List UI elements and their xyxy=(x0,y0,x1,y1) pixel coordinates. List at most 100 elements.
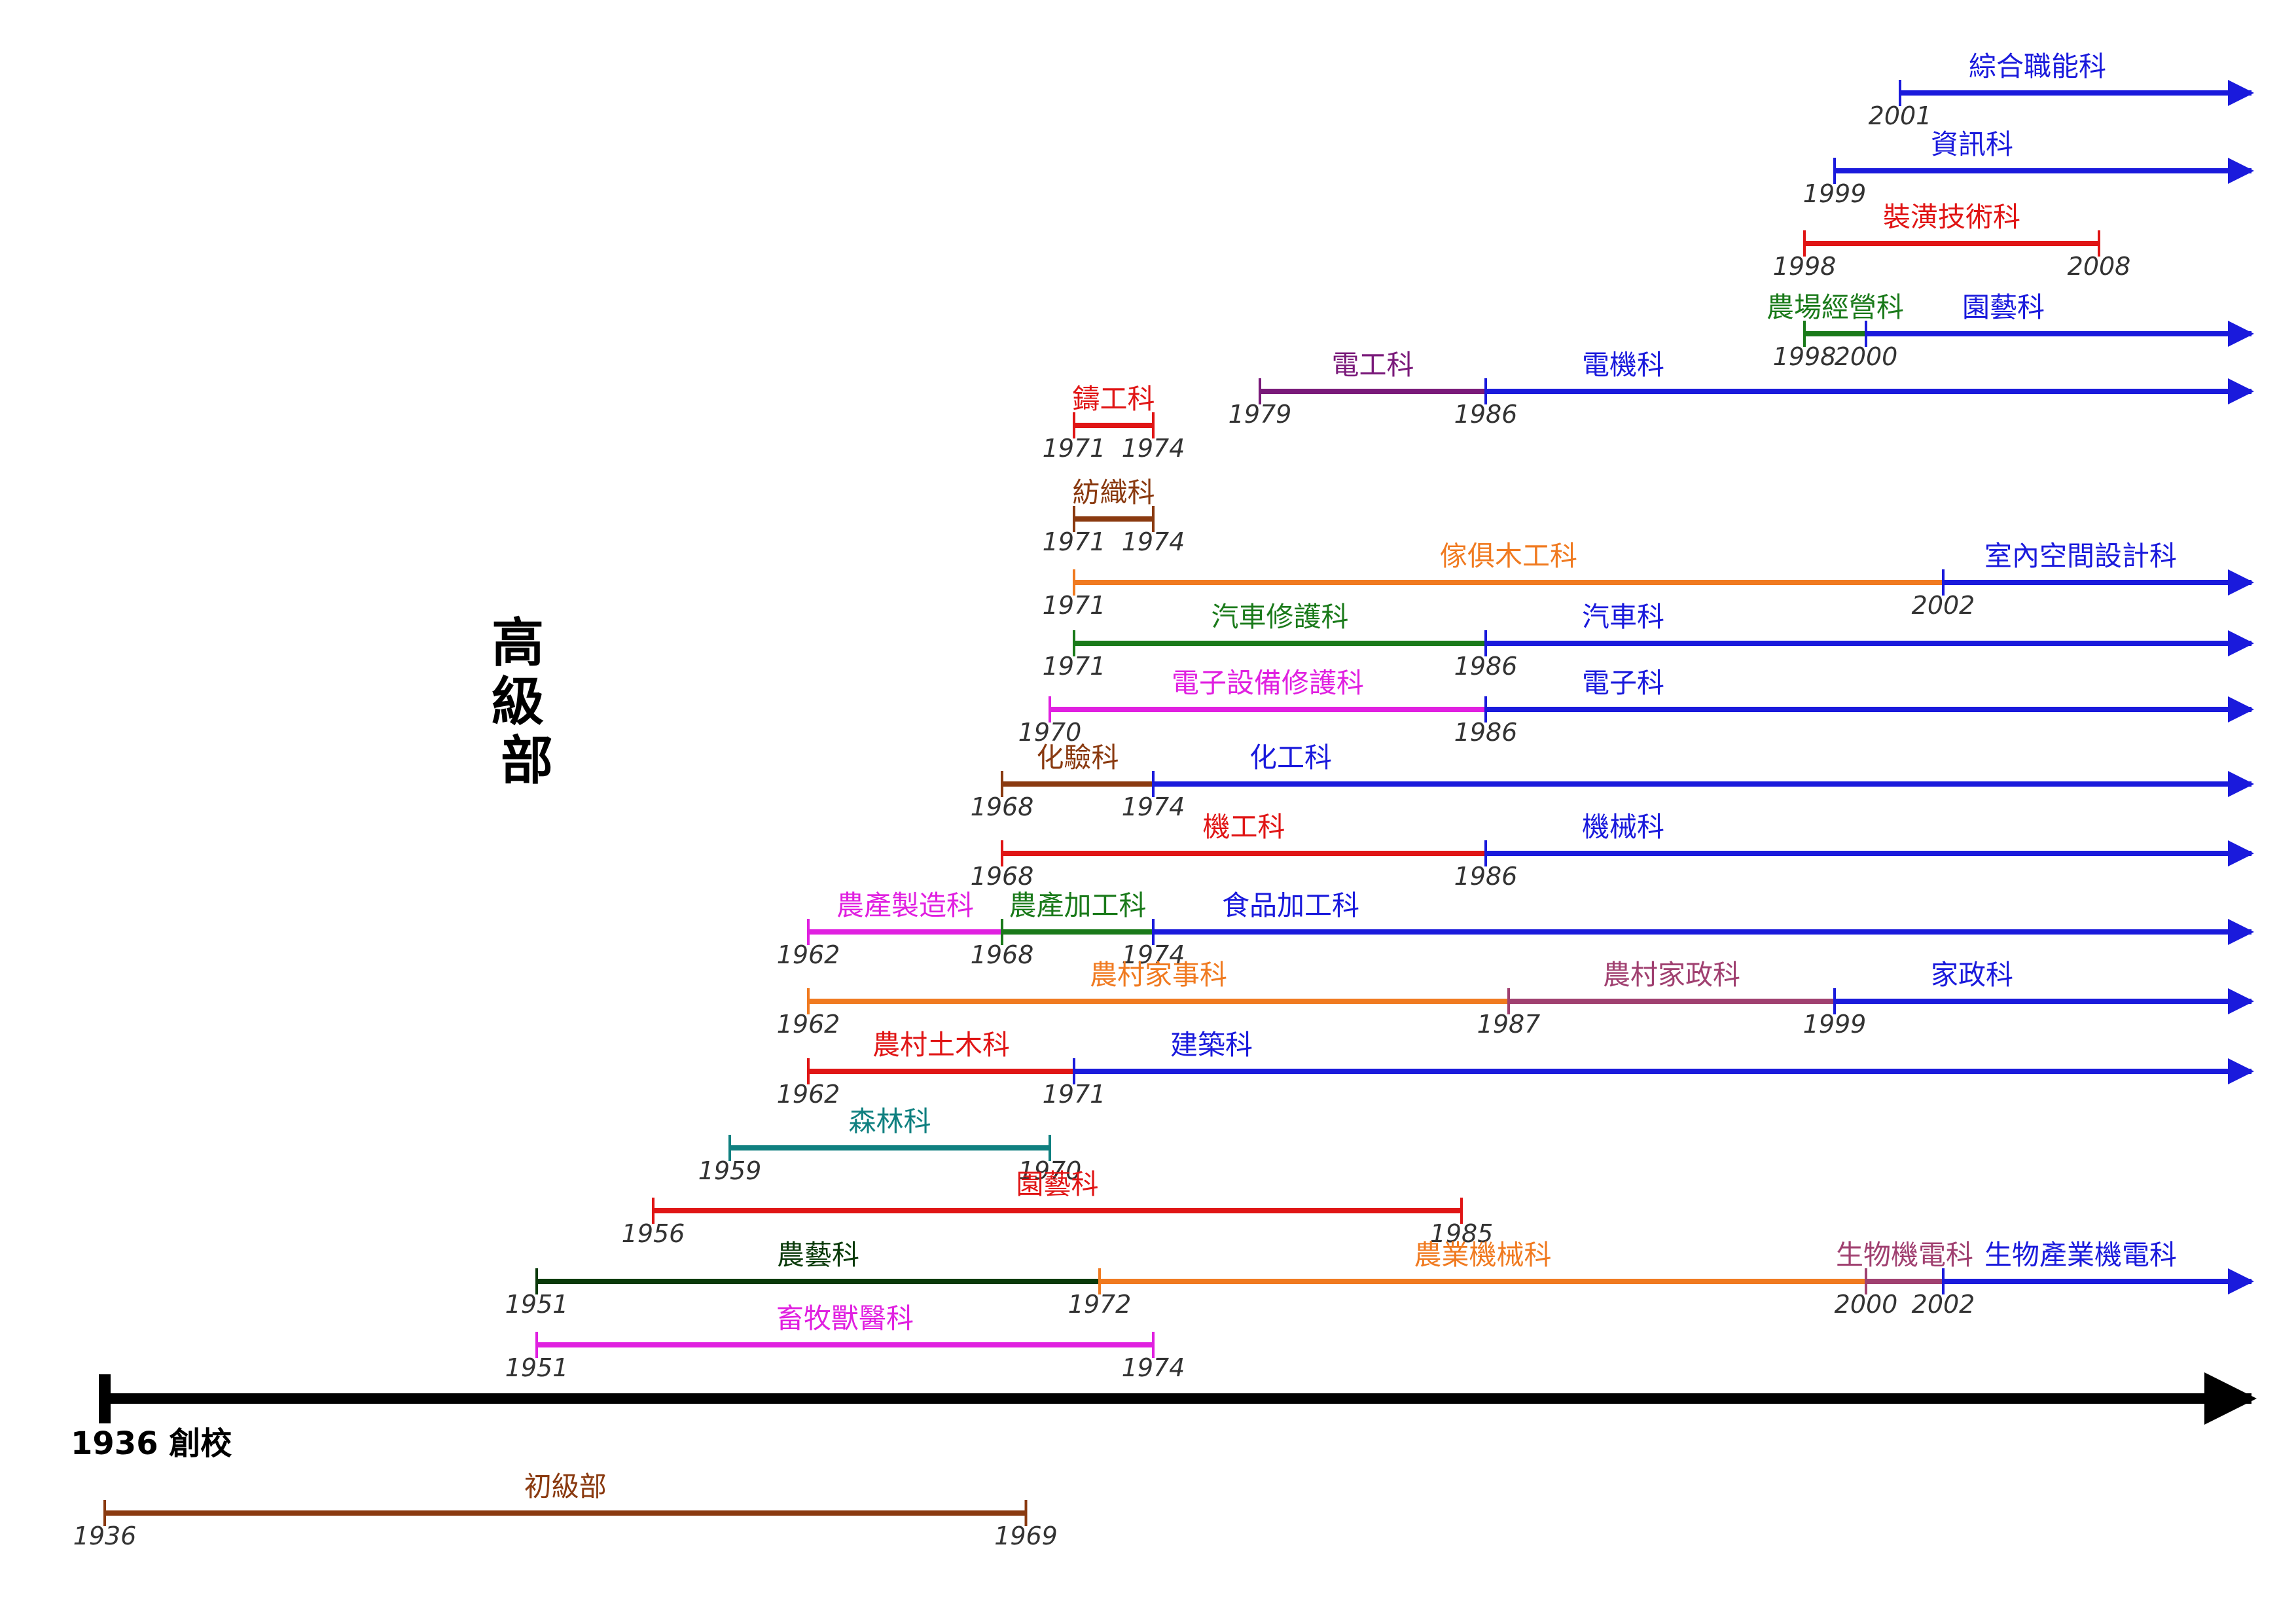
year-label: 1971 xyxy=(1043,434,1106,463)
department-label: 化驗科 xyxy=(1036,741,1119,774)
department-row: 畜牧獸醫科 1951 1974 xyxy=(505,1302,1185,1382)
department-row: 農村土木科 1962 1971 建築科 xyxy=(777,1029,2254,1109)
department-row: 森林科 1959 1970 xyxy=(698,1105,1082,1185)
department-row: 紡織科 1971 1974 xyxy=(1043,476,1185,556)
year-label: 1962 xyxy=(777,1080,840,1109)
department-label: 室內空間設計科 xyxy=(1984,540,2177,572)
year-label: 2000 xyxy=(1835,1290,1898,1319)
year-label: 1951 xyxy=(505,1353,569,1382)
year-label: 1971 xyxy=(1043,1080,1106,1109)
department-label: 農村土木科 xyxy=(872,1029,1010,1061)
department-row: 電工科 1979 1986 電機科 xyxy=(1229,349,2254,429)
department-label: 農產製造科 xyxy=(836,889,974,921)
year-label: 2002 xyxy=(1912,591,1975,620)
year-label: 1971 xyxy=(1043,527,1106,556)
department-row: 鑄工科 1971 1974 xyxy=(1043,383,1185,463)
department-row: 傢俱木工科 1971 2002 室內空間設計科 xyxy=(1043,540,2254,620)
year-label: 1956 xyxy=(622,1219,685,1248)
department-label: 食品加工科 xyxy=(1222,889,1359,921)
department-label: 農藝科 xyxy=(777,1239,859,1271)
year-label: 1971 xyxy=(1043,652,1106,681)
department-label: 家政科 xyxy=(1931,959,2013,991)
department-label: 鑄工科 xyxy=(1072,383,1155,415)
department-label: 裝潢技術科 xyxy=(1883,201,2020,233)
year-label: 1974 xyxy=(1122,793,1185,821)
department-label: 森林科 xyxy=(848,1105,931,1137)
section-title: 高 級 部 xyxy=(492,613,562,791)
department-label: 紡織科 xyxy=(1072,476,1155,508)
department-label: 機工科 xyxy=(1202,811,1285,843)
year-label: 1969 xyxy=(994,1522,1058,1550)
year-label: 2001 xyxy=(1869,101,1932,130)
department-row: 電子設備修護科 1970 1986 電子科 xyxy=(1018,667,2254,747)
year-label: 1972 xyxy=(1068,1290,1132,1319)
year-label: 1998 xyxy=(1773,252,1837,281)
department-label: 畜牧獸醫科 xyxy=(776,1302,914,1334)
year-label: 1968 xyxy=(971,862,1034,891)
year-label: 1986 xyxy=(1454,652,1518,681)
year-label: 1979 xyxy=(1229,400,1292,429)
department-label: 電工科 xyxy=(1331,349,1414,381)
department-label: 農村家事科 xyxy=(1090,959,1227,991)
department-row: 裝潢技術科 1998 2008 xyxy=(1773,201,2131,281)
year-label: 1974 xyxy=(1122,434,1185,463)
year-label: 1968 xyxy=(971,793,1034,821)
department-label: 園藝科 xyxy=(1016,1168,1098,1200)
main-axis-label: 1936 創校 xyxy=(71,1425,232,1462)
year-label: 1974 xyxy=(1122,940,1185,969)
department-label: 綜合職能科 xyxy=(1969,50,2106,82)
department-label: 電機科 xyxy=(1582,349,1664,381)
department-label: 汽車科 xyxy=(1582,601,1664,633)
department-label: 電子設備修護科 xyxy=(1172,667,1364,699)
year-label: 1971 xyxy=(1043,591,1106,620)
department-row: 農藝科 1951 1972 農業機械科 2000 生物機電科 2002 生物產業機電科 xyxy=(505,1239,2254,1319)
year-label: 1970 xyxy=(1018,1156,1082,1185)
year-label: 1999 xyxy=(1803,179,1867,208)
department-row: 機工科 1968 1986 機械科 xyxy=(971,811,2254,891)
year-label: 2002 xyxy=(1912,1290,1975,1319)
department-row: 資訊科 1999 xyxy=(1803,128,2254,208)
department-row: 汽車修護科 1971 1986 汽車科 xyxy=(1043,601,2254,681)
department-label: 農業機械科 xyxy=(1414,1239,1551,1271)
department-row: 農產製造科 1962 1968 農產加工科 1974 食品加工科 xyxy=(777,889,2254,969)
year-label: 1986 xyxy=(1454,400,1518,429)
department-label: 農產加工科 xyxy=(1009,889,1146,921)
department-row: 綜合職能科 2001 xyxy=(1869,50,2254,130)
department-label: 初級部 xyxy=(524,1471,607,1503)
department-label: 資訊科 xyxy=(1931,128,2013,160)
year-label: 1986 xyxy=(1454,718,1518,747)
department-label: 汽車修護科 xyxy=(1211,601,1348,633)
department-row: 農村家事科 1962 1987 農村家政科 1999 家政科 xyxy=(777,959,2254,1039)
department-row: 園藝科 1956 1985 xyxy=(622,1168,1494,1248)
department-label: 農場經營科 xyxy=(1767,291,1904,323)
year-label: 1998 xyxy=(1773,342,1837,371)
department-label: 化工科 xyxy=(1249,741,1332,774)
department-label: 建築科 xyxy=(1170,1029,1253,1061)
year-label: 1936 xyxy=(73,1522,137,1550)
year-label: 2008 xyxy=(2068,252,2131,281)
year-label: 1999 xyxy=(1803,1010,1867,1039)
department-label: 生物機電科 xyxy=(1836,1239,1973,1271)
year-label: 2000 xyxy=(1835,342,1898,371)
department-label: 傢俱木工科 xyxy=(1440,540,1577,572)
department-label: 機械科 xyxy=(1582,811,1664,843)
year-label: 1987 xyxy=(1477,1010,1541,1039)
year-label: 1968 xyxy=(971,940,1034,969)
year-label: 1974 xyxy=(1122,527,1185,556)
year-label: 1951 xyxy=(505,1290,569,1319)
department-label: 電子科 xyxy=(1582,667,1664,699)
year-label: 1986 xyxy=(1454,862,1518,891)
year-label: 1974 xyxy=(1122,1353,1185,1382)
year-label: 1962 xyxy=(777,1010,840,1039)
department-label: 生物產業機電科 xyxy=(1984,1239,2177,1271)
department-row: 初級部 1936 1969 xyxy=(73,1471,1058,1550)
year-label: 1985 xyxy=(1430,1219,1494,1248)
department-label: 園藝科 xyxy=(1962,291,2045,323)
department-label: 農村家政科 xyxy=(1603,959,1740,991)
year-label: 1970 xyxy=(1018,718,1082,747)
year-label: 1962 xyxy=(777,940,840,969)
